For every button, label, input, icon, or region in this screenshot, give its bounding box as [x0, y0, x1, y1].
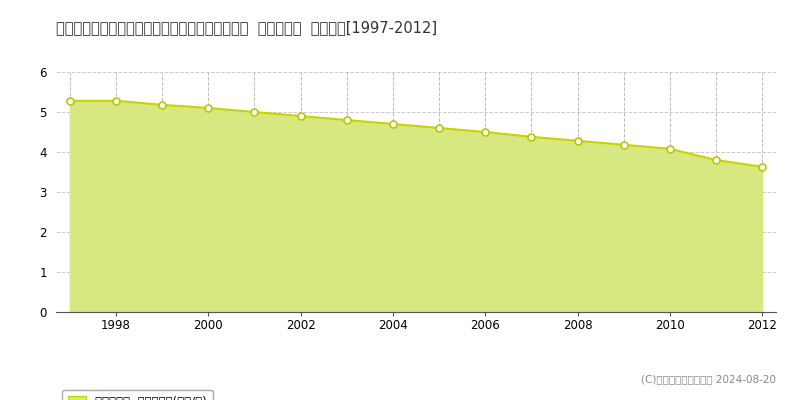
- Legend: 基準地価格  平均坪単価(万円/坪): 基準地価格 平均坪単価(万円/坪): [62, 390, 213, 400]
- Text: 福島県伊達郡桑折町大字下郡字下郡前１５番１外  基準地価格  地価推移[1997-2012]: 福島県伊達郡桑折町大字下郡字下郡前１５番１外 基準地価格 地価推移[1997-2…: [56, 20, 437, 35]
- Text: (C)土地価格ドットコム 2024-08-20: (C)土地価格ドットコム 2024-08-20: [641, 374, 776, 384]
